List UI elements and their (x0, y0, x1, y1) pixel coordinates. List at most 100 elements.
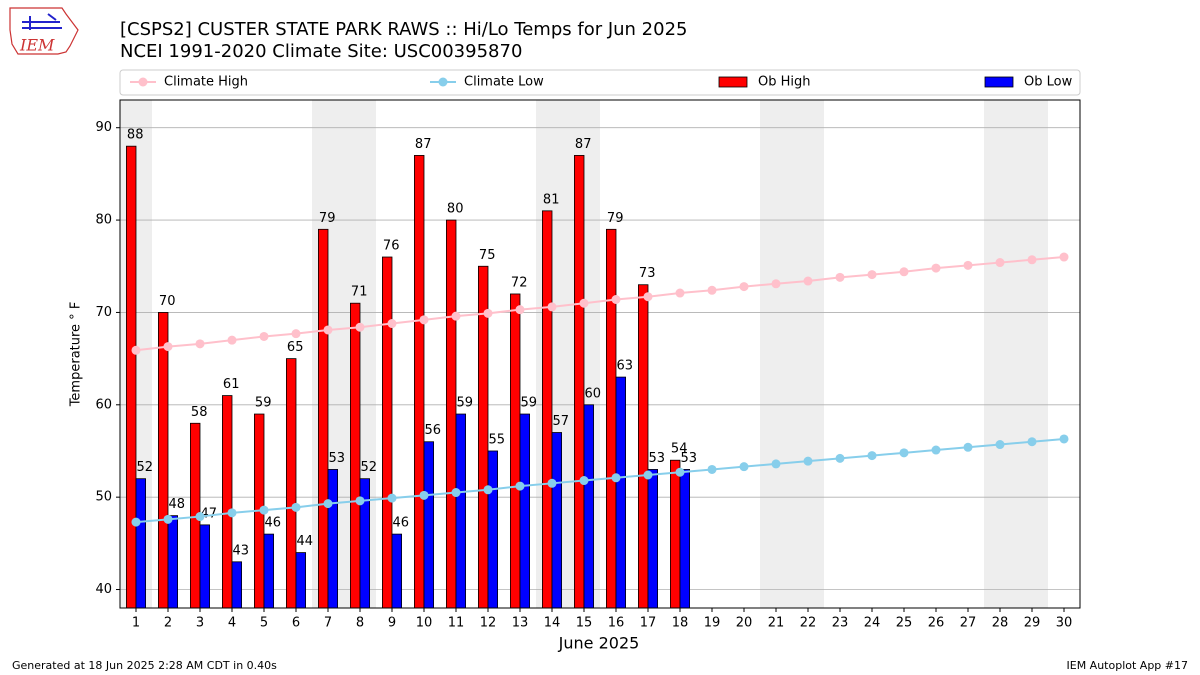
y-tick-label: 50 (95, 490, 112, 505)
point (259, 505, 269, 515)
legend-marker (438, 77, 448, 87)
x-tick-label: 26 (928, 616, 945, 631)
value-label: 71 (351, 285, 368, 300)
value-label: 87 (415, 137, 432, 152)
bar (574, 155, 585, 609)
legend-frame (119, 69, 1081, 96)
point (931, 263, 941, 273)
y-tick-label: 70 (95, 305, 112, 320)
value-label: 52 (361, 460, 378, 475)
point (483, 308, 493, 318)
value-label: 53 (681, 451, 698, 466)
x-tick-label: 1 (132, 616, 140, 631)
legend-marker (138, 77, 148, 87)
y-tick-label: 60 (95, 397, 112, 412)
value-label: 59 (457, 396, 474, 411)
point (387, 319, 397, 329)
x-tick-label: 25 (896, 616, 913, 631)
point (931, 445, 941, 455)
x-tick-label: 2 (164, 616, 172, 631)
point (835, 272, 845, 282)
value-label: 58 (191, 405, 208, 420)
point (739, 462, 749, 472)
value-label: 61 (223, 377, 240, 392)
weekend-shade (1016, 100, 1048, 608)
value-label: 52 (137, 460, 154, 475)
x-tick-label: 10 (416, 616, 433, 631)
bar (381, 256, 393, 609)
bar (295, 552, 307, 609)
point (515, 305, 525, 315)
x-tick-label: 21 (768, 616, 785, 631)
x-tick-label: 16 (608, 616, 625, 631)
point (131, 517, 141, 527)
bar (647, 469, 659, 609)
value-label: 43 (233, 543, 250, 558)
bar (509, 293, 521, 609)
point (899, 448, 909, 458)
point (163, 342, 173, 352)
point (675, 288, 685, 298)
point (611, 295, 621, 305)
point (803, 276, 813, 286)
point (323, 325, 333, 335)
value-label: 57 (553, 414, 570, 429)
point (419, 315, 429, 325)
point (579, 298, 589, 308)
point (963, 260, 973, 270)
value-label: 72 (511, 275, 528, 290)
x-tick-label: 5 (260, 616, 268, 631)
point (291, 329, 301, 339)
point (1059, 434, 1069, 444)
x-tick-label: 28 (992, 616, 1009, 631)
value-label: 76 (383, 239, 400, 254)
x-tick-label: 23 (832, 616, 849, 631)
point (1027, 437, 1037, 447)
point (355, 496, 365, 506)
x-tick-label: 9 (388, 616, 396, 631)
value-label: 44 (297, 534, 314, 549)
bar (231, 561, 243, 609)
point (579, 476, 589, 486)
point (451, 488, 461, 498)
x-tick-label: 19 (704, 616, 721, 631)
value-label: 46 (265, 516, 282, 531)
value-label: 79 (607, 211, 624, 226)
x-tick-label: 18 (672, 616, 689, 631)
point (451, 311, 461, 321)
bar (391, 533, 403, 609)
x-tick-label: 30 (1056, 616, 1073, 631)
value-label: 55 (489, 432, 506, 447)
point (195, 512, 205, 522)
point (483, 485, 493, 495)
x-tick-label: 22 (800, 616, 817, 631)
bar (263, 533, 275, 609)
bar (445, 219, 457, 609)
legend-label: Climate High (164, 75, 248, 90)
bar (679, 469, 691, 609)
y-tick-label: 40 (95, 582, 112, 597)
value-label: 70 (159, 294, 176, 309)
y-tick-label: 80 (95, 213, 112, 228)
point (643, 470, 653, 480)
bar (519, 413, 531, 609)
bar (157, 312, 169, 609)
value-label: 47 (201, 506, 218, 521)
x-tick-label: 24 (864, 616, 881, 631)
point (259, 331, 269, 341)
bar (551, 432, 563, 609)
x-tick-label: 7 (324, 616, 332, 631)
value-label: 54 (671, 442, 688, 457)
legend-label: Ob High (758, 75, 811, 90)
value-label: 53 (329, 451, 346, 466)
bar (327, 469, 339, 609)
x-tick-label: 29 (1024, 616, 1041, 631)
value-label: 81 (543, 192, 560, 207)
point (323, 499, 333, 509)
bar (199, 524, 211, 609)
value-label: 80 (447, 202, 464, 217)
bar (423, 441, 435, 609)
point (835, 453, 845, 463)
legend-swatch (718, 76, 748, 88)
